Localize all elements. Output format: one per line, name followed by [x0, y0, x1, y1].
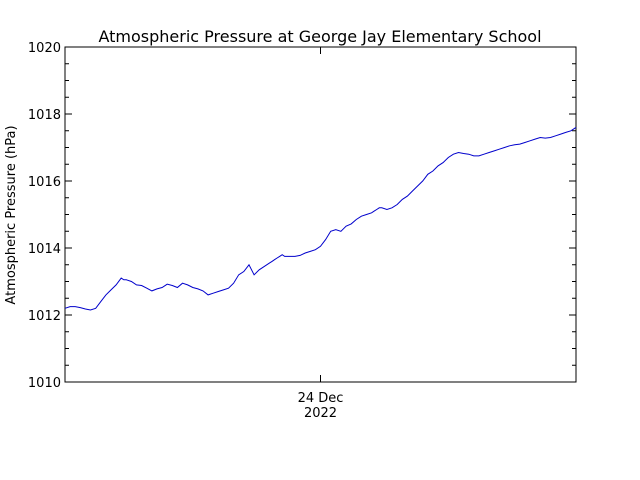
- y-tick-label: 1016: [28, 175, 61, 190]
- x-tick-label-date: 24 Dec: [298, 391, 344, 406]
- chart-title: Atmospheric Pressure at George Jay Eleme…: [98, 27, 541, 46]
- y-tick-label: 1020: [28, 41, 61, 56]
- y-tick-label: 1012: [28, 309, 61, 324]
- x-tick-label-year: 2022: [304, 406, 337, 421]
- y-tick-label: 1018: [28, 108, 61, 123]
- pressure-series-line: [64, 126, 577, 311]
- y-tick-label: 1010: [28, 376, 61, 391]
- plot-frame: [64, 46, 577, 383]
- y-axis: 1010 1012 1014 1016 1018 1020: [28, 41, 576, 391]
- y-tick-label: 1014: [28, 242, 61, 257]
- y-axis-label: Atmospheric Pressure (hPa): [4, 125, 19, 304]
